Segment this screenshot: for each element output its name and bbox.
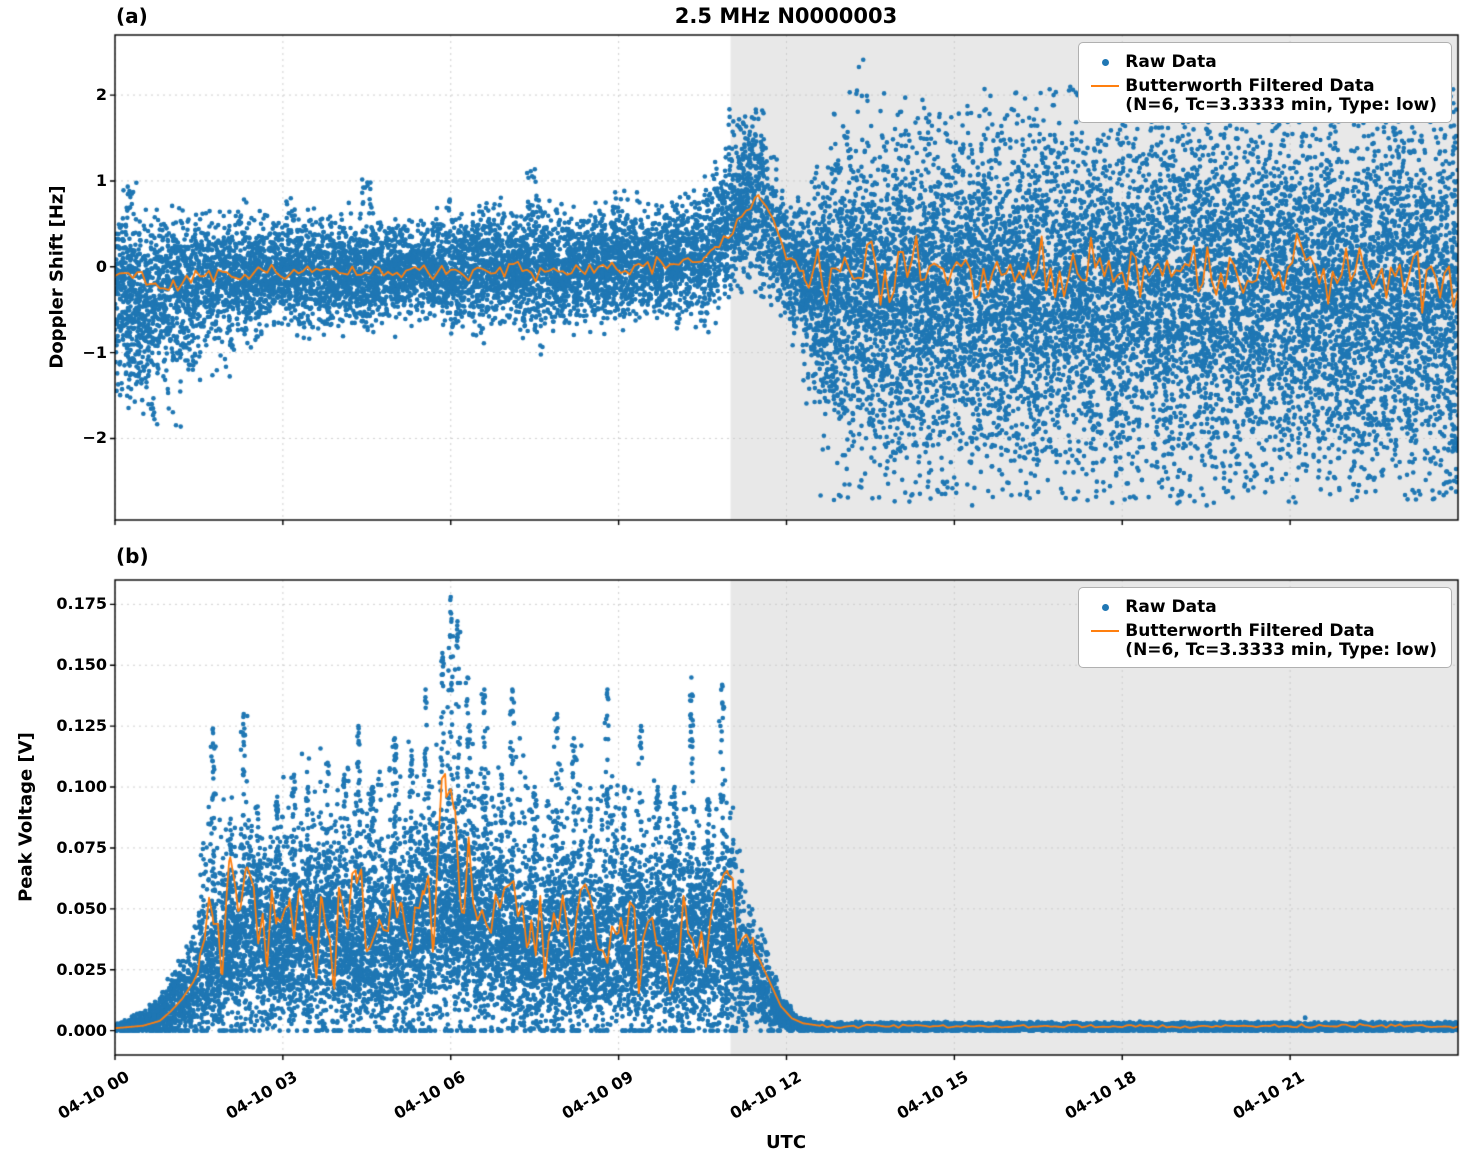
legend-row-raw: Raw Data [1085, 595, 1437, 619]
y-tick-label: 0.100 [56, 777, 107, 797]
y-tick-label: −1 [82, 342, 107, 362]
legend-row-filtered: Butterworth Filtered Data [1085, 619, 1437, 643]
y-tick-label: 0.125 [56, 716, 107, 736]
legend-filtered-label: Butterworth Filtered Data [1125, 621, 1375, 641]
raw-data-dot-icon [1101, 603, 1109, 611]
y-tick-label: 0 [95, 256, 107, 276]
legend-row-raw: Raw Data [1085, 50, 1437, 74]
legend-b: Raw Data Butterworth Filtered Data (N=6,… [1078, 587, 1452, 668]
y-tick-label: 0.025 [56, 959, 107, 979]
y-tick-label: 0.150 [56, 655, 107, 675]
panel-label-a: (a) [116, 4, 148, 28]
x-axis-label: UTC [765, 1132, 807, 1153]
legend-row-filtered-sub: (N=6, Tc=3.3333 min, Type: low) [1085, 640, 1437, 660]
legend-raw-label: Raw Data [1125, 597, 1217, 617]
y-axis-label-a: Doppler Shift [Hz] [46, 185, 68, 369]
filtered-line-icon [1091, 85, 1120, 87]
legend-filtered-sublabel: (N=6, Tc=3.3333 min, Type: low) [1125, 95, 1437, 115]
figure-title: 2.5 MHz N0000003 [674, 4, 898, 28]
legend-filtered-label: Butterworth Filtered Data [1125, 76, 1375, 96]
panel-label-b: (b) [116, 544, 149, 568]
y-tick-label: 1 [95, 170, 107, 190]
legend-raw-label: Raw Data [1125, 52, 1217, 72]
legend-a: Raw Data Butterworth Filtered Data (N=6,… [1078, 42, 1452, 123]
y-tick-label: 0.000 [56, 1020, 107, 1040]
y-tick-label: 0.175 [56, 594, 107, 614]
legend-row-filtered-sub: (N=6, Tc=3.3333 min, Type: low) [1085, 95, 1437, 115]
y-tick-label: 0.075 [56, 837, 107, 857]
y-tick-label: 0.050 [56, 898, 107, 918]
legend-filtered-sublabel: (N=6, Tc=3.3333 min, Type: low) [1125, 640, 1437, 660]
filtered-line-icon [1091, 630, 1120, 632]
legend-row-filtered: Butterworth Filtered Data [1085, 74, 1437, 98]
y-tick-label: 2 [95, 85, 107, 105]
y-axis-label-b: Peak Voltage [V] [15, 732, 37, 902]
raw-data-dot-icon [1101, 58, 1109, 66]
y-tick-label: −2 [82, 428, 107, 448]
